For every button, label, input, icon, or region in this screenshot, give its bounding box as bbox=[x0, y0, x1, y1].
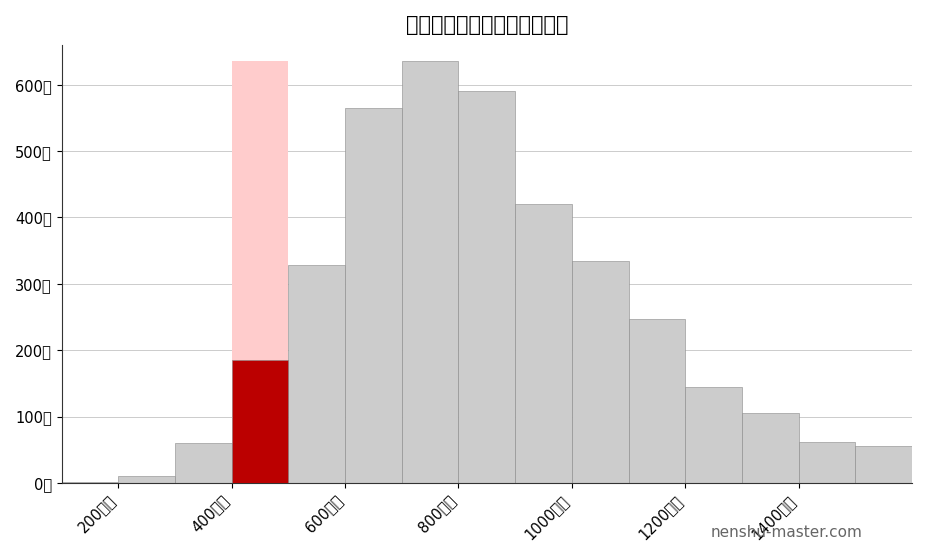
Bar bbox=[572, 261, 629, 483]
Text: nenshu-master.com: nenshu-master.com bbox=[710, 525, 862, 540]
Bar bbox=[856, 446, 912, 483]
Bar bbox=[232, 61, 288, 483]
Bar bbox=[288, 265, 345, 483]
Bar bbox=[401, 61, 459, 483]
Bar bbox=[685, 387, 742, 483]
Bar bbox=[799, 442, 856, 483]
Bar bbox=[345, 108, 401, 483]
Bar bbox=[61, 482, 119, 483]
Title: 新日本製薬の年収ポジション: 新日本製薬の年収ポジション bbox=[405, 15, 568, 35]
Bar bbox=[912, 461, 927, 483]
Bar bbox=[119, 476, 175, 483]
Bar bbox=[459, 91, 515, 483]
Bar bbox=[175, 443, 232, 483]
Bar bbox=[742, 413, 799, 483]
Bar bbox=[232, 360, 288, 483]
Bar bbox=[515, 204, 572, 483]
Bar bbox=[629, 319, 685, 483]
